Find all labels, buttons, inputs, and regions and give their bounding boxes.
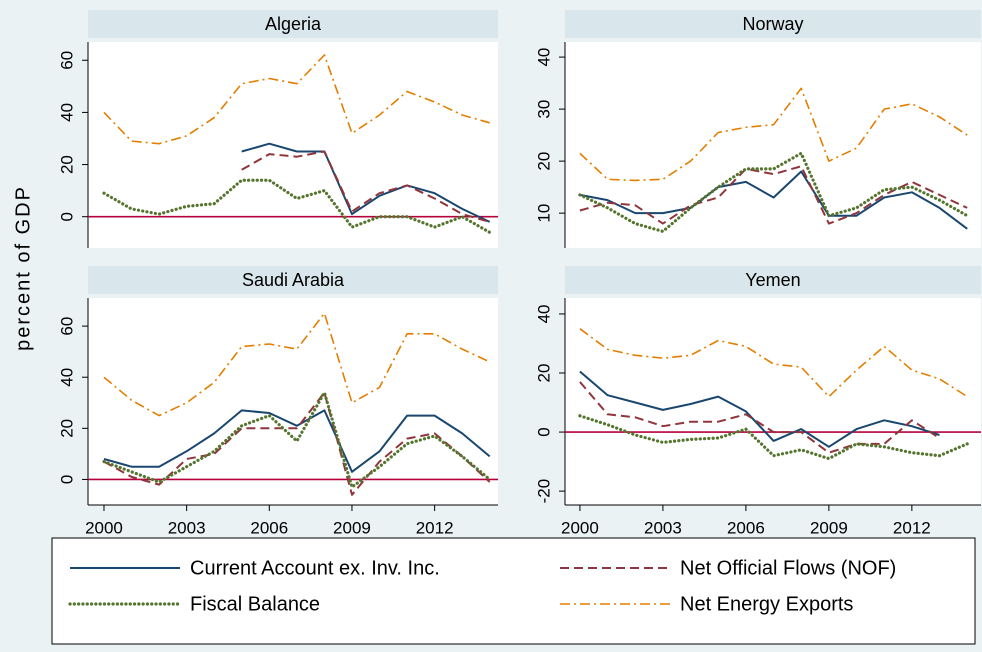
series-line — [578, 151, 969, 233]
title-strip — [88, 266, 498, 294]
series-line — [103, 312, 491, 417]
series-line — [103, 409, 491, 473]
legend-box — [51, 537, 976, 645]
y-tick-label: 40 — [57, 103, 76, 122]
x-tick-label: 2000 — [85, 518, 123, 537]
panel-title: Algeria — [265, 14, 322, 34]
x-tick-label: 2012 — [416, 518, 454, 537]
y-tick-label: 40 — [57, 368, 76, 387]
y-tick-label: 0 — [57, 212, 76, 221]
x-tick-label: 2012 — [893, 518, 931, 537]
x-tick-label: 2000 — [561, 518, 599, 537]
y-axis-label: percent of GDP — [12, 185, 34, 351]
plot-area — [565, 42, 981, 248]
y-tick-label: 40 — [534, 48, 553, 67]
legend-label: Fiscal Balance — [190, 593, 320, 615]
x-tick-label: 2003 — [168, 518, 206, 537]
series-line — [578, 414, 969, 461]
series-line — [579, 87, 968, 182]
panel-title: Norway — [742, 14, 803, 34]
panel-title: Yemen — [745, 270, 800, 290]
y-tick-label: 40 — [534, 304, 553, 323]
plot-area — [88, 298, 498, 505]
series-line — [579, 170, 968, 230]
legend-label: Net Energy Exports — [680, 593, 853, 615]
series-line — [579, 370, 940, 448]
x-tick-label: 2009 — [810, 518, 848, 537]
legend-label: Net Official Flows (NOF) — [680, 557, 896, 579]
y-tick-label: 0 — [57, 475, 76, 484]
y-tick-label: -20 — [534, 479, 553, 504]
y-tick-label: 20 — [534, 152, 553, 171]
series-line — [103, 54, 490, 145]
series-line — [102, 391, 492, 489]
y-tick-label: 20 — [57, 155, 76, 174]
series-line — [579, 381, 941, 454]
title-strip — [565, 266, 981, 294]
x-tick-label: 2009 — [333, 518, 371, 537]
title-strip — [88, 10, 498, 38]
plot-area — [565, 298, 981, 505]
y-tick-label: 10 — [534, 204, 553, 223]
legend-label: Current Account ex. Inv. Inc. — [190, 557, 440, 579]
x-tick-label: 2006 — [250, 518, 288, 537]
series-line — [241, 142, 491, 223]
y-tick-label: 30 — [534, 100, 553, 119]
title-strip — [565, 10, 981, 38]
x-tick-label: 2003 — [644, 518, 682, 537]
x-tick-label: 2006 — [727, 518, 765, 537]
panel-title: Saudi Arabia — [242, 270, 345, 290]
y-tick-label: 60 — [57, 317, 76, 336]
y-tick-label: 0 — [534, 427, 553, 436]
y-tick-label: 60 — [57, 51, 76, 70]
series-line — [241, 150, 490, 223]
y-tick-label: 20 — [534, 364, 553, 383]
y-tick-label: 20 — [57, 419, 76, 438]
series-line — [102, 178, 492, 234]
series-line — [579, 165, 968, 225]
